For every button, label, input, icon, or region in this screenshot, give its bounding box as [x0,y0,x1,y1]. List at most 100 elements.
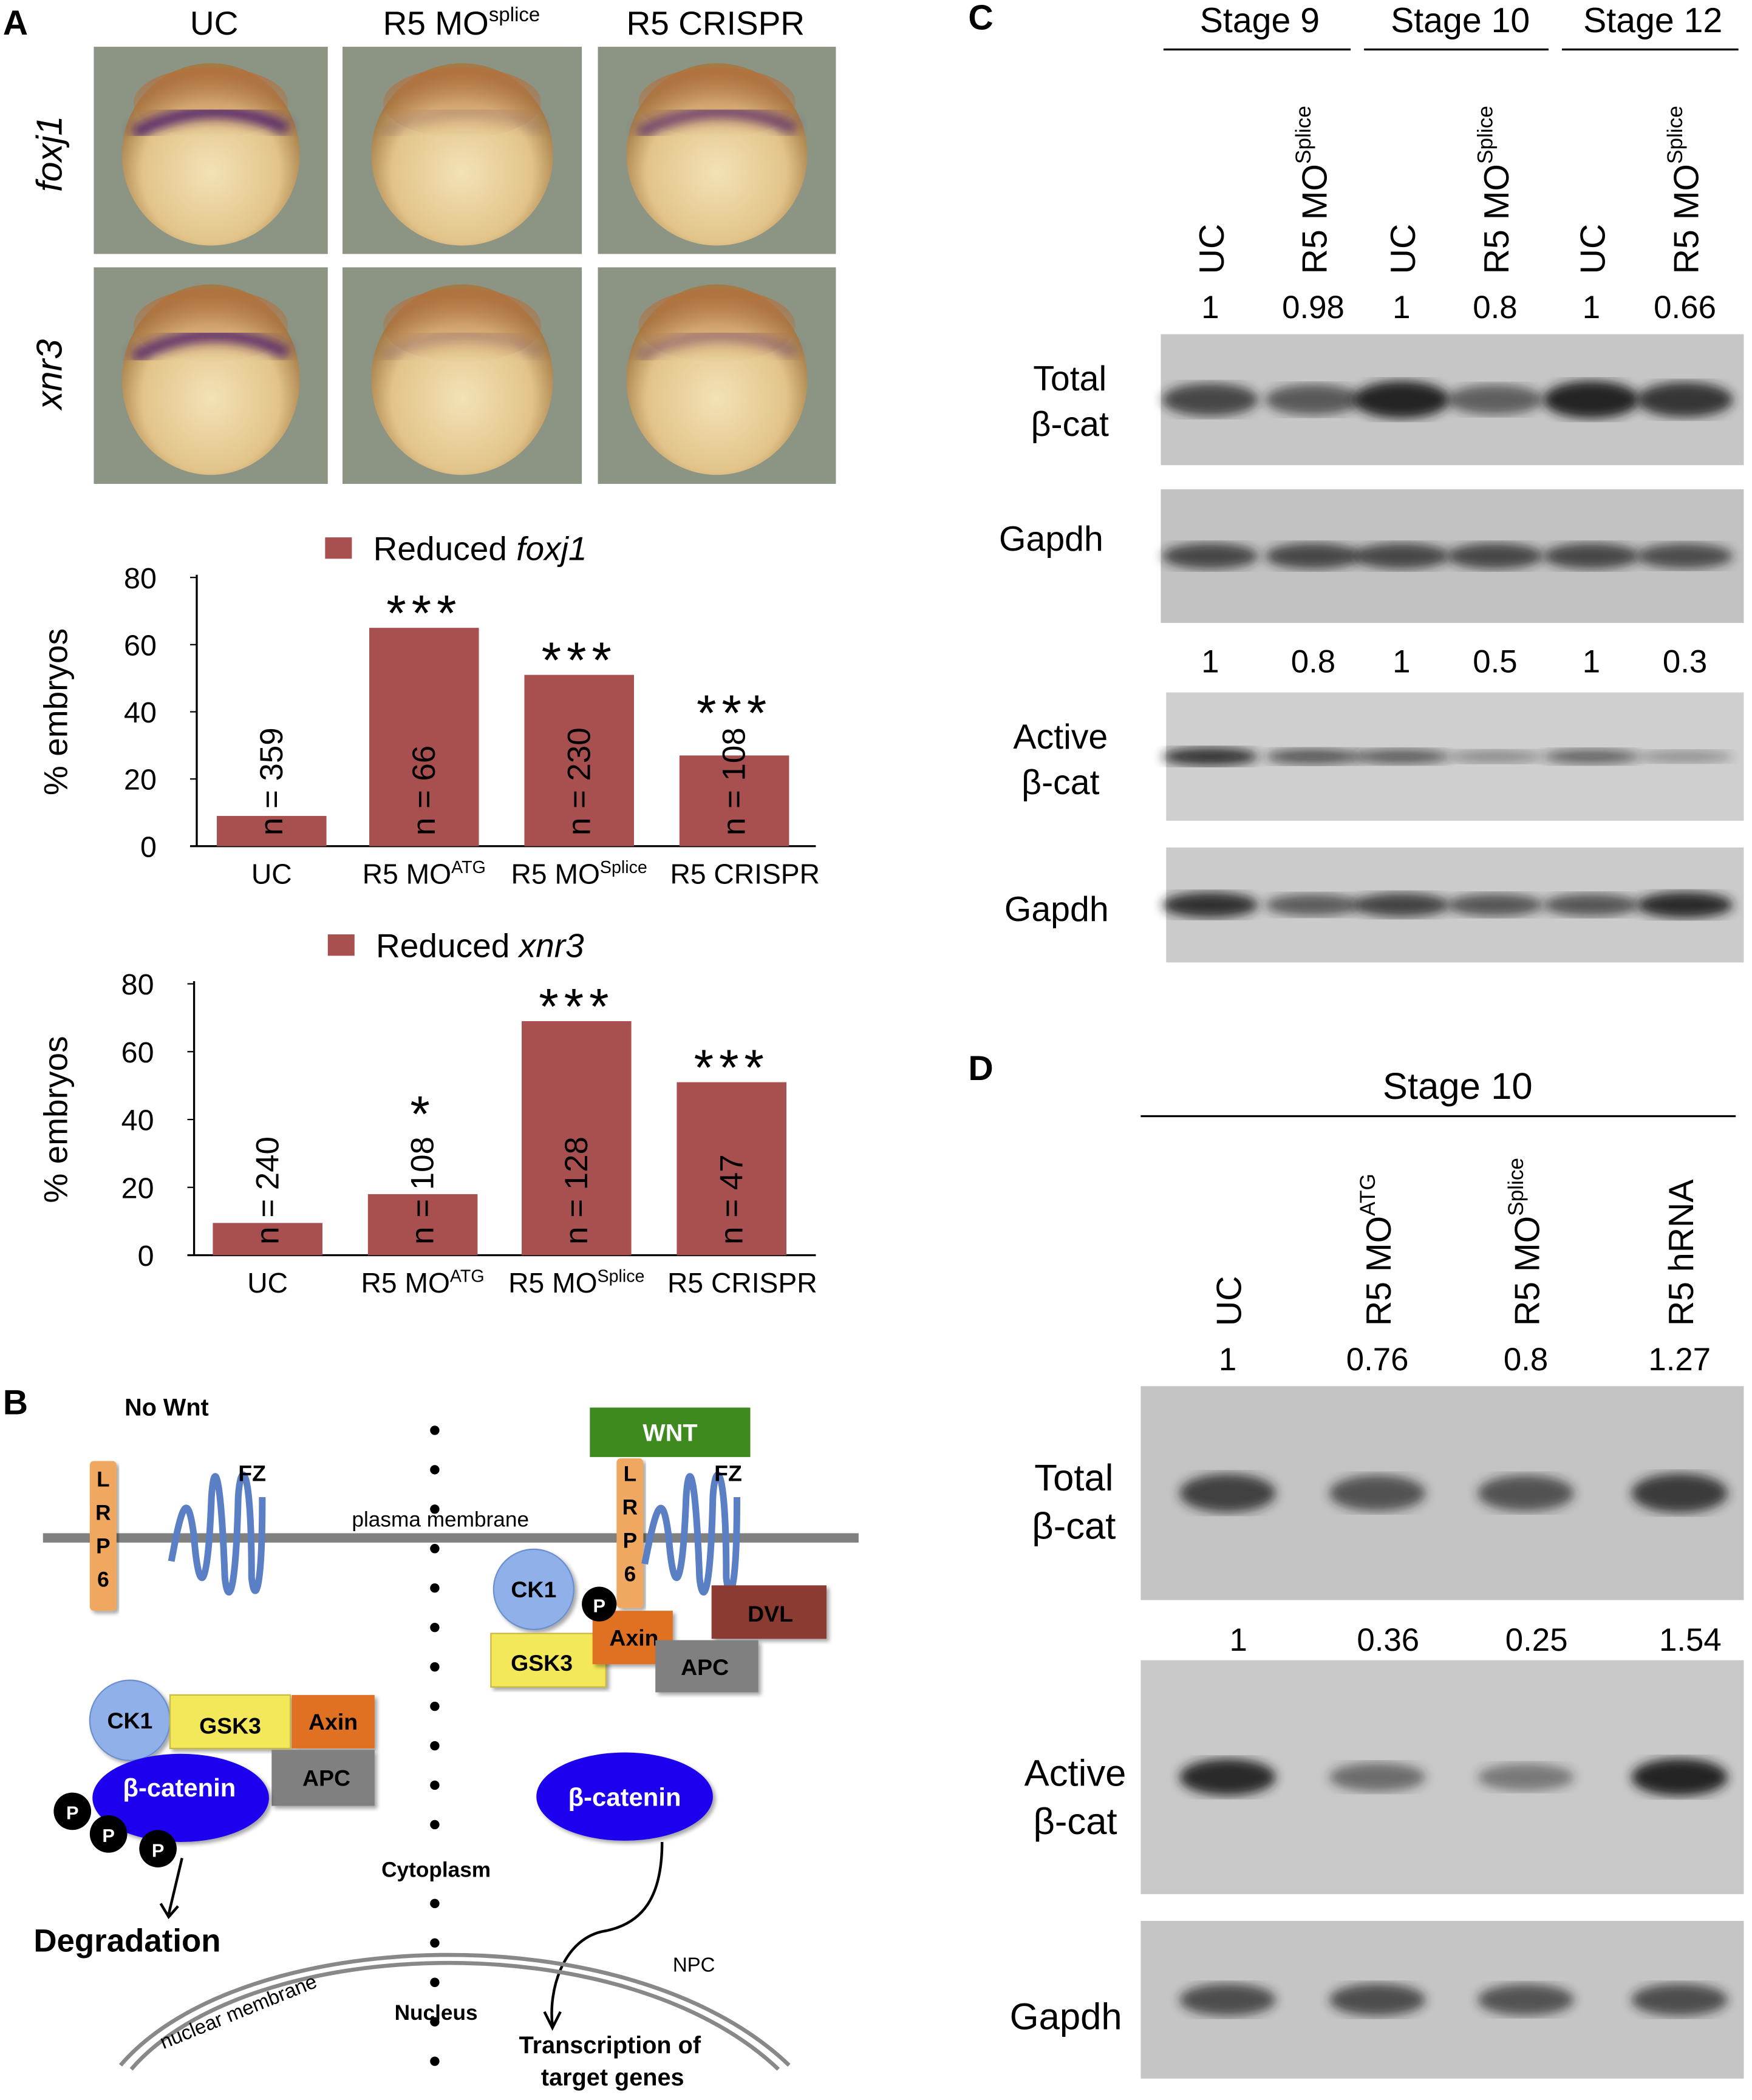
lane-sup: ATG [1356,1174,1380,1216]
row-label-xnr3: xnr3 [29,339,70,412]
total-quant: 1 [1392,290,1410,325]
active-beta-cat-blot-d [1140,1660,1744,1894]
band [1329,1762,1426,1792]
divider-dot [430,1938,440,1948]
lane-main: R5 MO [1296,164,1335,274]
active-quant: 1.54 [1659,1622,1722,1658]
blot-row-label: Total [1034,1457,1113,1499]
active-quant: 0.3 [1663,644,1707,679]
blot-row-label: β-cat [1031,405,1109,444]
ck1-label-left: CK1 [107,1708,152,1733]
divider-dot [430,1780,440,1790]
blot-row-label: Total [1033,359,1106,398]
bar [217,815,327,846]
embryo-image-xnr3-0 [94,267,328,484]
gsk3-label-right: GSK3 [511,1650,573,1676]
active-quant: 1 [1201,644,1219,679]
total-beta-cat-blot-d [1140,1386,1744,1600]
divider-dot [430,1465,440,1475]
lane-main: R5 MO [1668,164,1706,274]
embryo-images [94,47,836,484]
lrp6-label-left: LRP 6 [95,1467,111,1591]
lrp6-letter: L [624,1463,637,1486]
plasma-membrane-label: plasma membrane [352,1507,529,1531]
lrp6-label-right: LRP 6 [622,1463,638,1586]
divider-dot [430,1977,440,1987]
total-quant: 1 [1583,290,1600,325]
legend-label: Reduced xnr3 [376,926,584,964]
bar [367,1194,478,1256]
active-quant: 1 [1229,1622,1247,1658]
nuclear-membrane [118,1952,791,2067]
divider-dot [430,1662,440,1672]
band [1543,381,1640,419]
gsk3-label-left: GSK3 [199,1713,261,1739]
divider-dot [430,1544,440,1554]
lane-sup: Splice [1504,1158,1528,1216]
y-tick-label: 60 [121,1036,154,1069]
band [1543,749,1640,764]
band [1162,543,1259,569]
x-tick-label: R5 MOSplice [508,1267,644,1299]
band [1478,1764,1574,1791]
active-quant: 1 [1392,644,1410,679]
lrp6-letter: R [95,1501,111,1524]
column-label-crispr: R5 CRISPR [626,4,805,42]
x-tick-label: R5 MOATG [361,1267,485,1299]
stage-label: Stage 10 [1391,1,1530,40]
n-label: n = 108 [405,1137,441,1245]
x-tick-main: R5 MO [361,1267,450,1299]
significance-marker: *** [697,684,772,741]
legend-swatch [327,934,355,956]
divider-dot [430,2056,440,2066]
lane-main: UC [1384,224,1423,274]
lane-sup: Splice [1474,106,1498,164]
column-label-uc: UC [190,4,238,42]
lane-label: UC [1384,224,1423,274]
nuclear-membrane-inner [129,1961,780,2071]
significance-marker: * [410,1085,435,1142]
gapdh-blot-2 [1162,847,1744,963]
divider-dot [430,1504,440,1514]
band [1353,892,1450,917]
apc-label-right: APC [681,1654,729,1680]
active-beta-cat-blot [1162,692,1744,821]
panel-c-label: C [968,0,993,37]
fz-label-left: FZ [238,1461,266,1486]
x-tick-main: UC [247,1267,288,1299]
active-quant: 0.8 [1291,644,1335,679]
band [1179,1473,1276,1513]
gsk3-left [169,1694,291,1750]
bar-chart-foxj1: Reduced foxj1 0 20 40 60 80 % embryos n = 359 UC… [36,530,820,890]
panel-d-label: D [968,1049,993,1088]
dvl-right [711,1585,827,1639]
band [1637,543,1733,569]
bar [524,675,634,846]
band [1162,892,1259,918]
blot-row-label: β-cat [1032,1505,1116,1547]
lane-label: R5 MOSplice [1292,106,1334,274]
band [1265,384,1362,415]
degradation-arrow [159,1857,183,1920]
lane-main: R5 hRNA [1662,1179,1701,1327]
legend-gene: xnr3 [517,926,584,964]
frizzled-receptor-left [168,1471,266,1595]
phospho-circle [53,1792,92,1830]
phospho-circle [139,1830,177,1867]
band [1353,381,1450,419]
x-tick-sup: Splice [600,858,647,877]
band [1478,1475,1574,1511]
total-quant: 1 [1201,290,1219,325]
lane-sup: Splice [1663,106,1687,164]
n-label: n = 108 [717,727,752,835]
legend-gene: foxj1 [516,530,587,568]
n-label: n = 240 [250,1137,285,1245]
beta-catenin-label-left: β-catenin [123,1773,236,1802]
band [1631,1983,1728,2016]
stage-label: Stage 10 [1383,1065,1533,1107]
band [1637,750,1733,763]
x-tick-main: UC [251,858,292,889]
